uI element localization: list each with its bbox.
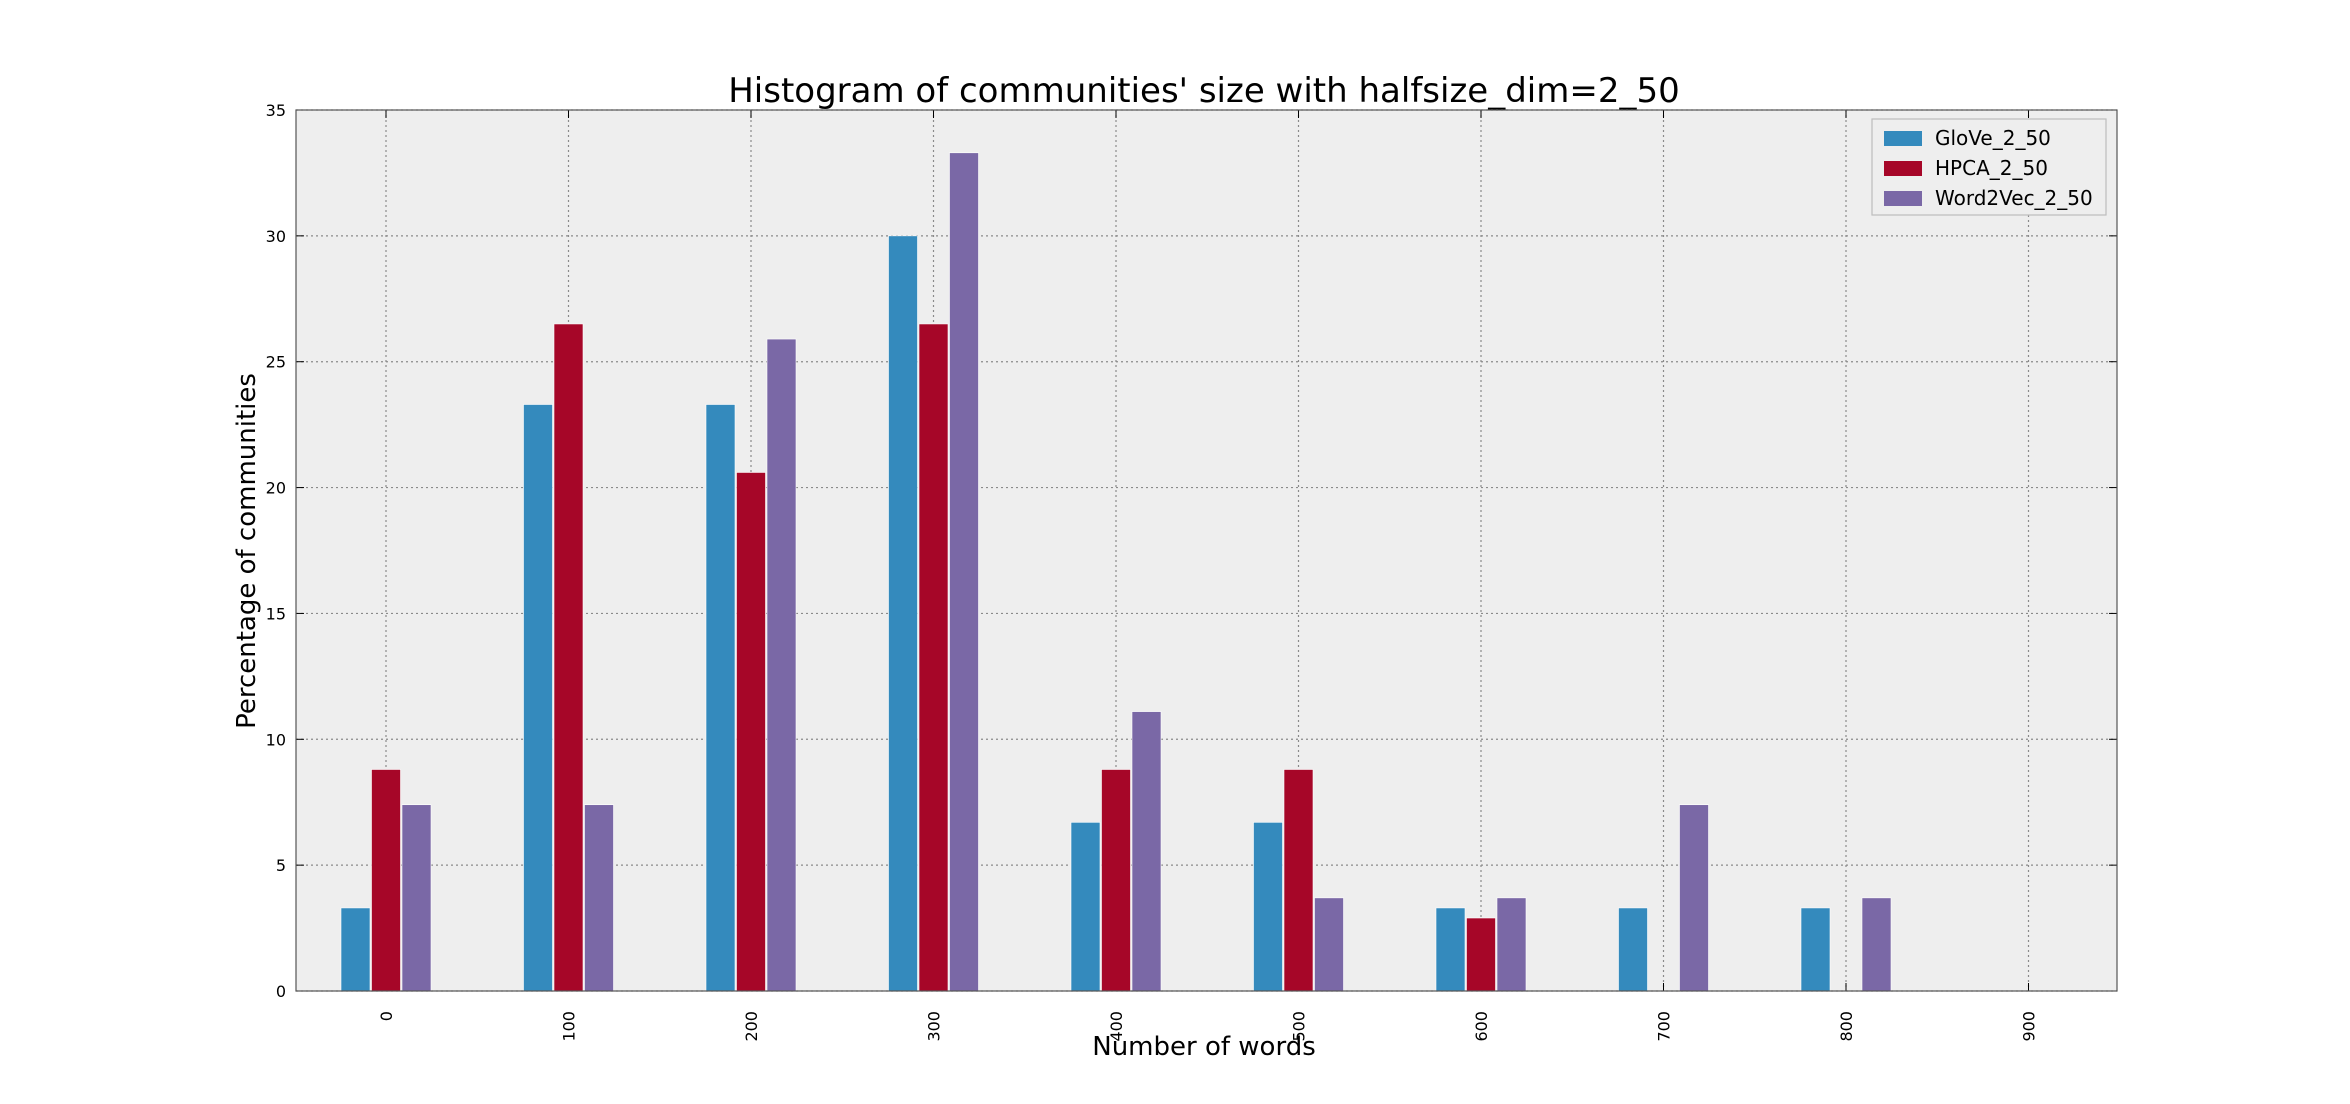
- x-tick-label: 0: [377, 1011, 396, 1021]
- bar-glove-2-50: [1618, 907, 1648, 992]
- bar-word2vec-2-50: [949, 152, 979, 992]
- x-tick-label: 800: [1837, 1011, 1856, 1042]
- x-tick-label: 400: [1107, 1011, 1126, 1042]
- chart-title: Histogram of communities' size with half…: [728, 71, 1680, 111]
- bar-word2vec-2-50: [401, 804, 432, 992]
- bar-word2vec-2-50: [584, 804, 614, 992]
- x-tick-label: 700: [1655, 1011, 1674, 1042]
- y-tick-label: 30: [266, 227, 286, 246]
- y-tick-label: 25: [266, 353, 286, 372]
- y-axis-title: Percentage of communities: [232, 373, 262, 729]
- bar-hpca-2-50: [736, 472, 766, 992]
- y-tick-label: 5: [276, 856, 286, 875]
- y-tick-label: 10: [266, 730, 286, 749]
- y-tick-label: 15: [266, 604, 286, 623]
- bar-glove-2-50: [1435, 907, 1466, 992]
- y-tick-label: 35: [266, 101, 286, 120]
- bar-hpca-2-50: [1466, 917, 1496, 992]
- legend-label: Word2Vec_2_50: [1935, 186, 2093, 210]
- bar-word2vec-2-50: [766, 338, 797, 992]
- bar-glove-2-50: [1253, 822, 1283, 992]
- x-tick-label: 600: [1472, 1011, 1491, 1042]
- bar-glove-2-50: [705, 404, 736, 992]
- x-tick-label: 200: [742, 1011, 761, 1042]
- bar-word2vec-2-50: [1679, 804, 1709, 992]
- y-tick-label: 20: [266, 479, 286, 498]
- x-tick-label: 100: [560, 1011, 579, 1042]
- bar-glove-2-50: [340, 907, 371, 992]
- bar-word2vec-2-50: [1496, 897, 1527, 992]
- x-tick-label: 500: [1290, 1011, 1309, 1042]
- bar-glove-2-50: [523, 404, 553, 992]
- legend-swatch: [1884, 191, 1922, 206]
- bar-word2vec-2-50: [1861, 897, 1892, 992]
- legend-label: GloVe_2_50: [1935, 126, 2051, 150]
- x-tick-label: 300: [925, 1011, 944, 1042]
- legend-swatch: [1884, 161, 1922, 176]
- bar-glove-2-50: [1070, 822, 1101, 992]
- plot-frame: [295, 109, 2118, 992]
- x-tick-label: 900: [2020, 1011, 2039, 1042]
- bar-hpca-2-50: [371, 769, 401, 992]
- bar-hpca-2-50: [1101, 769, 1131, 992]
- bar-word2vec-2-50: [1131, 711, 1162, 992]
- bar-word2vec-2-50: [1314, 897, 1344, 992]
- legend-swatch: [1884, 131, 1922, 146]
- bar-hpca-2-50: [1283, 769, 1314, 992]
- legend-label: HPCA_2_50: [1935, 156, 2048, 180]
- x-axis-title: Number of words: [1092, 1032, 1316, 1062]
- bar-glove-2-50: [1800, 907, 1831, 992]
- y-tick-label: 0: [276, 982, 286, 1001]
- bar-hpca-2-50: [553, 323, 584, 992]
- plot-area: 0 5 10 15 20 25 30 35 0 100 200 300 400 500 600 700 800 9…: [266, 101, 2118, 1042]
- bar-glove-2-50: [888, 235, 918, 992]
- bar-hpca-2-50: [918, 323, 949, 992]
